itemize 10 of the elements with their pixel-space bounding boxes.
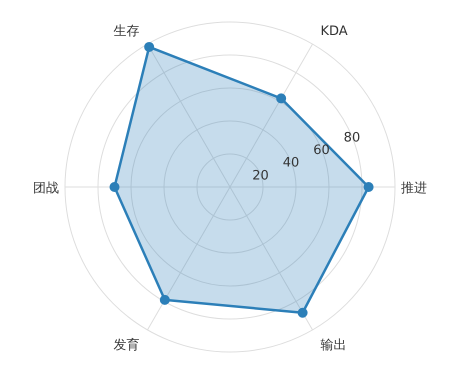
spoke-label: 推进: [401, 181, 427, 196]
y-tick-label: 40: [282, 156, 300, 171]
spoke-label: 团战: [33, 181, 59, 196]
y-tick-label: 80: [344, 130, 360, 146]
spoke-label: KDA: [320, 24, 348, 40]
y-tick-label: 60: [313, 143, 330, 158]
spoke-label: 输出: [320, 338, 346, 353]
y-tick-label: 20: [252, 168, 269, 184]
spoke-label: 发育: [114, 336, 140, 353]
spoke-label: 生存: [114, 24, 140, 40]
